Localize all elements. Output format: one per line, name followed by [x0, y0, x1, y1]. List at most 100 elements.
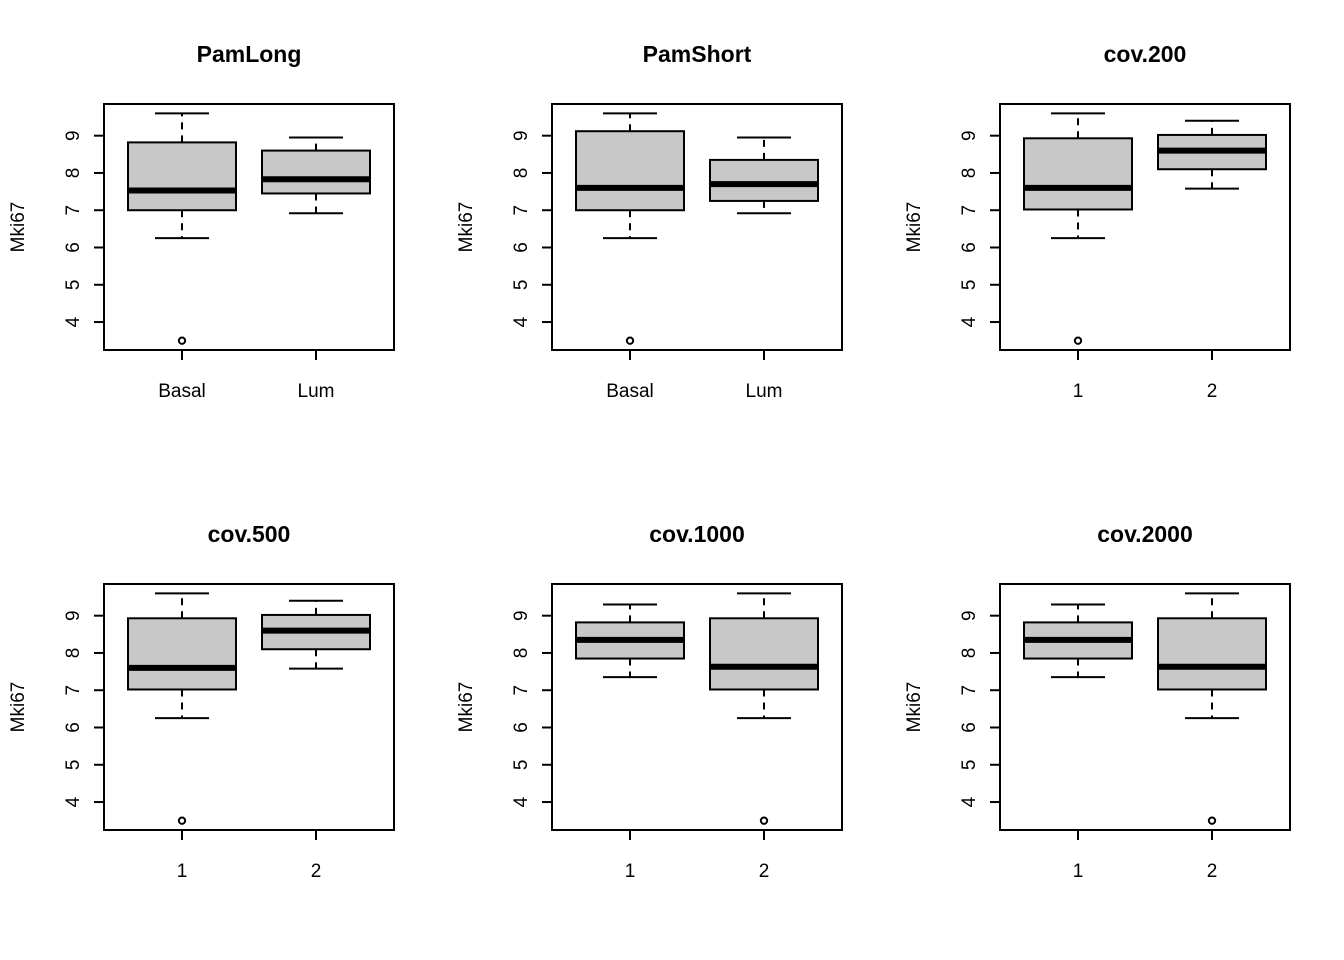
panel-0: PamLong Mki67 4 5 6 7 8 9 Basal Lum	[8, 41, 395, 402]
y-tick-label: 4	[63, 796, 84, 807]
y-tick-label: 4	[511, 796, 532, 807]
outlier-point	[759, 816, 769, 825]
plot-frame	[103, 583, 395, 831]
y-tick-label: 7	[959, 205, 980, 216]
y-axis-label: Mki67	[904, 682, 925, 733]
y-tick-label: 5	[511, 279, 532, 290]
y-tick-label: 5	[63, 759, 84, 770]
y-tick-label: 5	[511, 759, 532, 770]
y-tick-label: 5	[63, 279, 84, 290]
plot-frame	[551, 103, 843, 351]
y-tick-label: 9	[63, 130, 84, 141]
y-tick-label: 7	[959, 685, 980, 696]
iqr-box	[127, 617, 237, 691]
panel-2: cov.200 Mki67 4 5 6 7 8 9 1 2	[904, 41, 1291, 402]
outlier-point	[1207, 816, 1217, 825]
box-1	[1157, 592, 1267, 825]
iqr-box	[1157, 617, 1267, 691]
box-0	[127, 592, 237, 825]
box-1	[709, 136, 819, 215]
x-tick-label: 1	[625, 861, 636, 882]
plot-frame	[999, 583, 1291, 831]
plot-frame	[103, 103, 395, 351]
y-tick-label: 9	[959, 610, 980, 621]
y-tick-label: 5	[959, 759, 980, 770]
iqr-box	[1023, 137, 1133, 211]
panel-title: cov.200	[1104, 41, 1187, 67]
x-tick-label: 2	[1207, 861, 1218, 882]
panel-4: cov.1000 Mki67 4 5 6 7 8 9 1 2	[456, 521, 843, 882]
panel-3: cov.500 Mki67 4 5 6 7 8 9 1 2	[8, 521, 395, 882]
y-tick-label: 7	[63, 685, 84, 696]
panel-title: cov.2000	[1097, 521, 1192, 547]
panel-title: cov.500	[208, 521, 291, 547]
y-tick-label: 5	[959, 279, 980, 290]
y-tick-label: 6	[959, 242, 980, 253]
plot-frame	[551, 583, 843, 831]
y-tick-label: 9	[959, 130, 980, 141]
outlier-point	[177, 816, 187, 825]
iqr-box	[261, 149, 371, 195]
panel-5: cov.2000 Mki67 4 5 6 7 8 9 1 2	[904, 521, 1291, 882]
box-1	[1157, 119, 1267, 190]
y-tick-label: 4	[959, 796, 980, 807]
x-tick-label: Lum	[746, 381, 783, 402]
box-0	[1023, 112, 1133, 345]
x-tick-label: 1	[1073, 381, 1084, 402]
x-tick-label: 2	[311, 861, 322, 882]
box-1	[261, 136, 371, 215]
box-0	[127, 112, 237, 345]
panel-title: cov.1000	[649, 521, 744, 547]
x-tick-label: 1	[177, 861, 188, 882]
y-tick-label: 6	[63, 722, 84, 733]
y-tick-label: 7	[63, 205, 84, 216]
box-0	[575, 112, 685, 345]
y-tick-label: 8	[63, 648, 84, 659]
iqr-box	[709, 617, 819, 691]
y-tick-label: 6	[511, 722, 532, 733]
y-tick-label: 6	[63, 242, 84, 253]
y-tick-label: 8	[959, 168, 980, 179]
x-tick-label: 2	[1207, 381, 1218, 402]
outlier-point	[625, 336, 635, 345]
x-tick-label: 1	[1073, 861, 1084, 882]
y-axis-label: Mki67	[8, 202, 29, 253]
iqr-box	[709, 158, 819, 202]
box-1	[709, 592, 819, 825]
y-tick-label: 4	[959, 316, 980, 327]
y-tick-label: 7	[511, 205, 532, 216]
x-tick-label: Basal	[158, 381, 206, 402]
y-axis-label: Mki67	[8, 682, 29, 733]
y-axis-label: Mki67	[904, 202, 925, 253]
x-tick-label: 2	[759, 861, 770, 882]
x-tick-label: Lum	[298, 381, 335, 402]
y-tick-label: 4	[63, 316, 84, 327]
y-tick-label: 6	[511, 242, 532, 253]
y-tick-label: 8	[511, 648, 532, 659]
y-tick-label: 8	[511, 168, 532, 179]
y-tick-label: 6	[959, 722, 980, 733]
y-axis-label: Mki67	[456, 202, 477, 253]
y-tick-label: 9	[511, 610, 532, 621]
plot-frame	[999, 103, 1291, 351]
panel-title: PamShort	[643, 41, 752, 67]
outlier-point	[177, 336, 187, 345]
y-axis-label: Mki67	[456, 682, 477, 733]
y-tick-label: 8	[63, 168, 84, 179]
y-tick-label: 7	[511, 685, 532, 696]
panel-1: PamShort Mki67 4 5 6 7 8 9 Basal Lum	[456, 41, 843, 402]
iqr-box	[127, 141, 237, 212]
y-tick-label: 9	[63, 610, 84, 621]
box-1	[261, 599, 371, 670]
y-tick-label: 9	[511, 130, 532, 141]
y-tick-label: 4	[511, 316, 532, 327]
iqr-box	[575, 130, 685, 212]
outlier-point	[1073, 336, 1083, 345]
panel-title: PamLong	[197, 41, 302, 67]
panel-grid: PamLong Mki67 4 5 6 7 8 9 Basal Lum PamShort Mki67 4…	[8, 41, 1291, 882]
x-tick-label: Basal	[606, 381, 654, 402]
box-0	[1023, 603, 1133, 679]
y-tick-label: 8	[959, 648, 980, 659]
box-0	[575, 603, 685, 679]
